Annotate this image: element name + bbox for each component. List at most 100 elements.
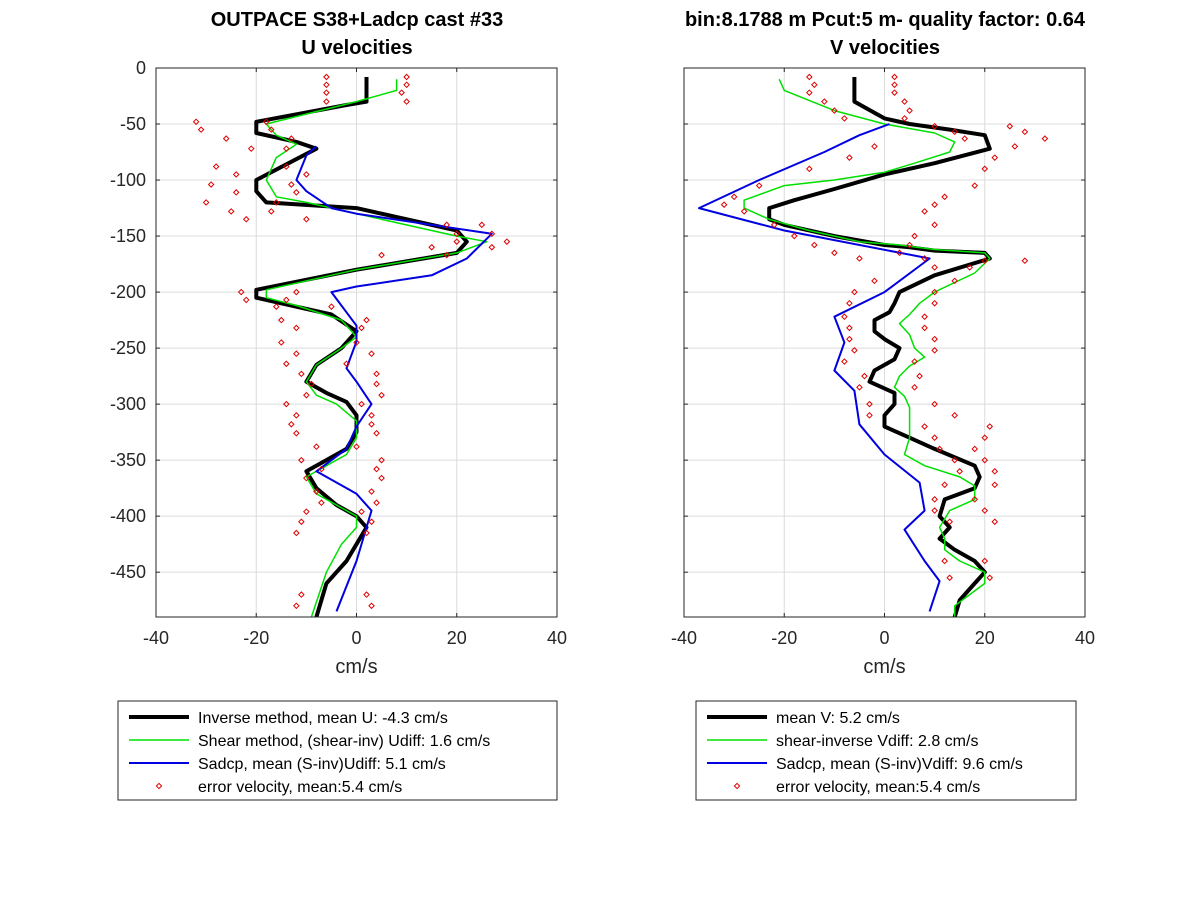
error-velocity-point xyxy=(503,238,511,245)
error-velocity-point xyxy=(368,412,375,419)
legend-marker-error-velocity xyxy=(155,782,163,790)
error-velocity-point xyxy=(353,443,360,451)
legend-entry-label: Sadcp, mean (S-inv)Vdiff: 9.6 cm/s xyxy=(776,756,1023,773)
error-velocity-point xyxy=(986,423,994,430)
error-velocity-point xyxy=(951,277,958,285)
error-velocity-point xyxy=(866,412,873,419)
series-inverse-line xyxy=(767,77,992,617)
error-velocity-point xyxy=(991,518,999,526)
x-tick-label: -20 xyxy=(771,628,797,648)
error-velocity-point xyxy=(293,189,300,196)
error-velocity-point xyxy=(278,339,285,346)
series-sadcp-line xyxy=(295,145,493,612)
error-velocity-point xyxy=(866,400,873,408)
error-velocity-point xyxy=(298,591,305,598)
error-velocity-point xyxy=(941,557,948,565)
error-velocity-point xyxy=(856,384,863,391)
error-velocity-point xyxy=(293,529,300,537)
error-velocity-point xyxy=(237,288,245,296)
error-velocity-point xyxy=(921,313,928,321)
error-velocity-point xyxy=(971,496,979,503)
error-velocity-point xyxy=(931,400,938,408)
error-velocity-point xyxy=(373,465,380,473)
y-tick-label: -450 xyxy=(110,562,146,582)
x-tick-label: 0 xyxy=(879,628,889,648)
error-velocity-point xyxy=(916,372,923,380)
error-velocity-point xyxy=(931,201,938,208)
error-velocity-point xyxy=(831,249,838,257)
error-velocity-point xyxy=(911,232,918,240)
error-velocity-point xyxy=(368,518,375,526)
error-velocity-point xyxy=(981,257,989,265)
series-error-velocity xyxy=(192,73,511,610)
chart-subtitle: V velocities xyxy=(830,37,940,59)
y-tick-label: -300 xyxy=(110,394,146,414)
error-velocity-point xyxy=(192,118,200,126)
error-velocity-point xyxy=(363,529,370,537)
error-velocity-point xyxy=(358,400,365,408)
error-velocity-point xyxy=(991,481,999,489)
error-velocity-point xyxy=(283,296,290,304)
error-velocity-point xyxy=(846,335,853,343)
error-velocity-point xyxy=(267,208,275,215)
error-velocity-point xyxy=(906,107,913,114)
error-velocity-point xyxy=(262,118,270,126)
error-velocity-point xyxy=(946,518,953,526)
error-velocity-point xyxy=(831,107,838,114)
error-velocity-point xyxy=(488,230,496,238)
error-velocity-point xyxy=(891,89,898,96)
error-velocity-point xyxy=(896,249,903,257)
error-velocity-point xyxy=(931,264,938,271)
plot-layer: OUTPACE S38+Ladcp cast #33 U velocities -4… xyxy=(110,9,1095,801)
legend-entry-label: Sadcp, mean (S-inv)Udiff: 5.1 cm/s xyxy=(198,756,446,773)
error-velocity-point xyxy=(378,251,385,259)
error-velocity-point xyxy=(981,165,989,173)
series-shear-line xyxy=(743,78,991,617)
legend: mean V: 5.2 cm/s shear-inverse Vdiff: 2.8… xyxy=(695,700,1077,801)
y-tick-label: 0 xyxy=(136,58,146,78)
error-velocity-point xyxy=(202,199,210,206)
error-velocity-point xyxy=(323,73,330,81)
error-velocity-point xyxy=(811,81,818,89)
plot-area xyxy=(698,73,1049,617)
error-velocity-point xyxy=(272,303,280,310)
error-velocity-point xyxy=(278,316,285,324)
error-velocity-point xyxy=(941,481,948,489)
error-velocity-point xyxy=(378,456,385,464)
error-velocity-point xyxy=(403,81,410,89)
legend-entry-label: mean V: 5.2 cm/s xyxy=(776,710,900,727)
error-velocity-point xyxy=(197,126,205,133)
legend-entry-label: shear-inverse Vdiff: 2.8 cm/s xyxy=(776,733,978,750)
error-velocity-point xyxy=(921,423,928,430)
y-tick-label: -50 xyxy=(120,114,146,134)
error-velocity-point xyxy=(931,299,938,307)
error-velocity-point xyxy=(323,98,330,105)
error-velocity-point xyxy=(1041,135,1049,142)
error-velocity-point xyxy=(328,303,335,310)
error-velocity-point xyxy=(358,324,365,332)
error-velocity-point xyxy=(951,456,958,464)
error-velocity-point xyxy=(991,154,999,161)
error-velocity-point xyxy=(293,288,300,296)
error-velocity-point xyxy=(921,255,928,262)
error-velocity-point xyxy=(298,456,305,464)
error-velocity-point xyxy=(368,488,375,495)
error-velocity-point xyxy=(207,181,215,188)
error-velocity-point xyxy=(363,316,370,324)
chart-subtitle: U velocities xyxy=(301,37,412,59)
error-velocity-point xyxy=(911,358,918,365)
error-velocity-point xyxy=(851,288,858,296)
error-velocity-point xyxy=(283,163,290,170)
error-velocity-point xyxy=(941,193,948,201)
error-velocity-point xyxy=(443,251,451,259)
plot-area xyxy=(192,73,511,617)
error-velocity-point xyxy=(961,135,969,142)
error-velocity-point xyxy=(906,241,913,249)
error-velocity-point xyxy=(846,154,853,161)
x-tick-label: 20 xyxy=(447,628,467,648)
x-tick-label: -40 xyxy=(671,628,697,648)
error-velocity-point xyxy=(303,171,310,178)
error-velocity-point xyxy=(242,215,250,223)
error-velocity-point xyxy=(841,115,848,122)
